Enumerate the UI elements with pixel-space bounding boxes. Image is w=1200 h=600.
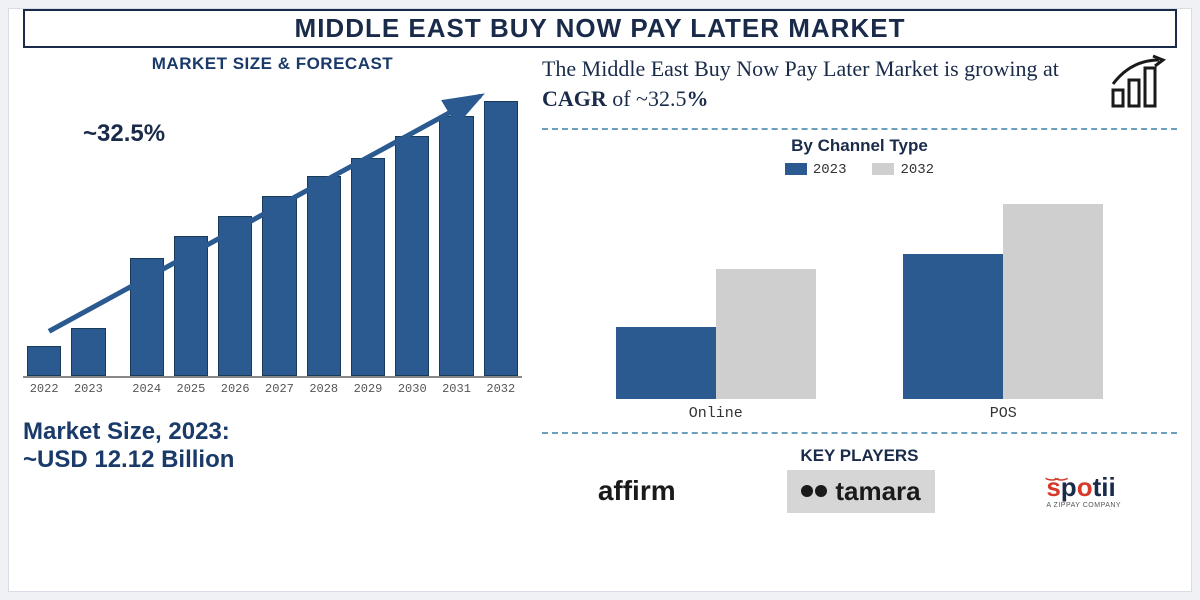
channel-group (616, 269, 816, 399)
growth-chart-icon (1107, 54, 1177, 118)
forecast-bar (262, 196, 296, 376)
year-label: 2026 (218, 382, 252, 396)
spotii-wave-icon: ‿‿ (1046, 465, 1065, 479)
market-size-label: Market Size, 2023: (23, 418, 522, 446)
spotii-subtext: A ZIPPAY COMPANY (1046, 502, 1121, 509)
divider-dashed (542, 128, 1177, 130)
right-column: The Middle East Buy Now Pay Later Market… (542, 54, 1177, 587)
channel-category-label: Online (616, 405, 816, 422)
tagline-text: The Middle East Buy Now Pay Later Market… (542, 54, 1095, 113)
year-label: 2025 (174, 382, 208, 396)
forecast-bar (439, 116, 473, 376)
forecast-x-axis: 2022 2023 2024 2025 2026 2027 2028 2029 2030 2031… (23, 382, 522, 396)
divider-dashed-2 (542, 432, 1177, 434)
tagline: The Middle East Buy Now Pay Later Market… (542, 54, 1177, 118)
channel-x-axis: Online POS (542, 405, 1177, 422)
year-label: 2024 (130, 382, 164, 396)
left-column: MARKET SIZE & FORECAST ~32.5% 2022202320… (23, 54, 522, 587)
players-heading: KEY PLAYERS (542, 446, 1177, 466)
forecast-bar (174, 236, 208, 376)
forecast-bar (307, 176, 341, 376)
forecast-heading: MARKET SIZE & FORECAST (23, 54, 522, 74)
forecast-bar (484, 101, 518, 376)
infographic-panel: MIDDLE EAST BUY NOW PAY LATER MARKET MAR… (8, 8, 1192, 592)
growth-annotation: ~32.5% (83, 120, 165, 148)
tamara-dots-icon (801, 485, 827, 497)
channel-bar-chart (542, 184, 1177, 399)
players-row: affirm tamara ‿‿ spotii A ZIPPAY COMPANY (542, 470, 1177, 513)
main-title: MIDDLE EAST BUY NOW PAY LATER MARKET (23, 9, 1177, 48)
year-label: 2023 (71, 382, 105, 396)
tagline-cagr: CAGR (542, 86, 607, 111)
channel-category-label: POS (903, 405, 1103, 422)
forecast-bar (130, 258, 164, 376)
channel-bar-2023 (903, 254, 1003, 399)
year-label: 2032 (484, 382, 518, 396)
channel-bar-2032 (1003, 204, 1103, 399)
main-content: MARKET SIZE & FORECAST ~32.5% 2022202320… (9, 48, 1191, 591)
logo-tamara: tamara (787, 470, 934, 513)
legend-item: 2032 (872, 162, 934, 178)
channel-group (903, 204, 1103, 399)
year-label: 2027 (262, 382, 296, 396)
channel-bar-2032 (716, 269, 816, 399)
year-label: 2031 (439, 382, 473, 396)
logo-affirm: affirm (598, 475, 676, 507)
forecast-bar (27, 346, 61, 376)
channel-bar-2023 (616, 327, 716, 399)
year-label: 2028 (307, 382, 341, 396)
logo-spotii: ‿‿ spotii A ZIPPAY COMPANY (1046, 474, 1121, 509)
channel-heading: By Channel Type (542, 136, 1177, 156)
market-size-block: Market Size, 2023: ~USD 12.12 Billion (23, 418, 522, 474)
year-label: 2029 (351, 382, 385, 396)
forecast-bar-chart: ~32.5% (23, 78, 522, 378)
year-label: 2022 (27, 382, 61, 396)
logo-tamara-text: tamara (835, 476, 920, 507)
channel-legend: 2023 2032 (542, 162, 1177, 178)
tagline-prefix: The Middle East Buy Now Pay Later Market… (542, 56, 1059, 81)
year-label: 2030 (395, 382, 429, 396)
legend-swatch (785, 163, 807, 175)
forecast-bar (351, 158, 385, 376)
tagline-mid: of ~32.5 (607, 86, 687, 111)
forecast-bar (71, 328, 105, 376)
forecast-bar (218, 216, 252, 376)
legend-item: 2023 (785, 162, 847, 178)
tagline-pct: % (686, 86, 708, 111)
forecast-bar (395, 136, 429, 376)
legend-swatch (872, 163, 894, 175)
market-size-value: ~USD 12.12 Billion (23, 446, 522, 474)
